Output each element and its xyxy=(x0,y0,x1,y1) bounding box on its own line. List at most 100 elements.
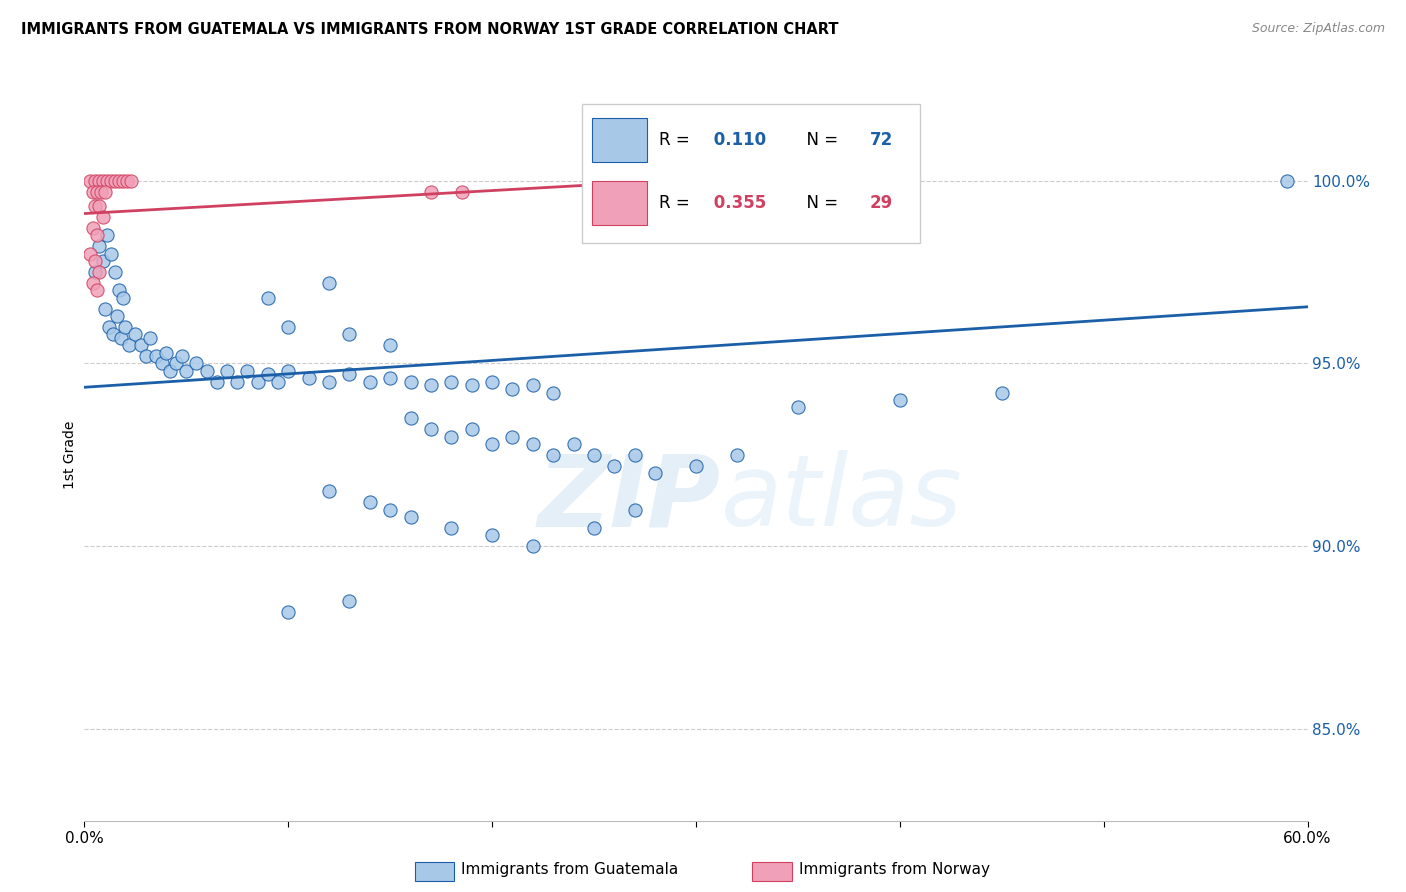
Point xyxy=(86,228,108,243)
Text: ZIP: ZIP xyxy=(537,450,720,548)
Point xyxy=(450,185,472,199)
Text: 72: 72 xyxy=(870,131,893,149)
Point xyxy=(83,174,105,188)
Point xyxy=(440,375,463,389)
Point xyxy=(83,254,105,268)
Y-axis label: 1st Grade: 1st Grade xyxy=(63,421,77,489)
Point xyxy=(145,349,167,363)
Point xyxy=(543,385,565,400)
Point xyxy=(644,467,666,481)
Point xyxy=(112,291,135,305)
FancyBboxPatch shape xyxy=(592,180,647,225)
Point xyxy=(86,185,108,199)
Text: Immigrants from Guatemala: Immigrants from Guatemala xyxy=(461,863,679,877)
Point xyxy=(991,385,1014,400)
Point xyxy=(79,174,101,188)
Point xyxy=(159,364,181,378)
Point xyxy=(359,375,381,389)
Point xyxy=(82,276,104,290)
Point xyxy=(82,221,104,235)
Point xyxy=(155,345,177,359)
Point xyxy=(399,411,422,425)
Point xyxy=(100,247,122,261)
Point xyxy=(277,364,299,378)
Point xyxy=(685,458,707,473)
Point xyxy=(481,528,503,542)
Point xyxy=(582,521,605,535)
Point xyxy=(93,301,115,316)
Text: 0.355: 0.355 xyxy=(709,194,766,211)
Point xyxy=(93,185,115,199)
Text: R =: R = xyxy=(659,194,696,211)
Point xyxy=(380,502,402,516)
Point xyxy=(1275,174,1298,188)
Point xyxy=(318,375,340,389)
Text: N =: N = xyxy=(796,194,844,211)
Point xyxy=(298,371,321,385)
Point xyxy=(603,458,626,473)
Point xyxy=(195,364,218,378)
Point xyxy=(543,448,565,462)
Point xyxy=(440,430,463,444)
Point xyxy=(624,448,647,462)
Point xyxy=(100,174,122,188)
Point xyxy=(205,375,228,389)
Text: atlas: atlas xyxy=(720,450,962,548)
Point xyxy=(440,521,463,535)
Text: R =: R = xyxy=(659,131,696,149)
Point xyxy=(87,174,110,188)
Point xyxy=(380,338,402,352)
Point xyxy=(108,284,131,298)
Point xyxy=(501,382,523,396)
Point xyxy=(246,375,269,389)
Point xyxy=(339,327,360,342)
Point xyxy=(277,320,299,334)
Point xyxy=(339,368,360,382)
Point xyxy=(90,185,112,199)
Point xyxy=(339,594,360,608)
Point xyxy=(562,437,585,451)
Point xyxy=(79,247,101,261)
Point xyxy=(399,510,422,524)
Point xyxy=(461,422,484,436)
Point xyxy=(104,265,127,279)
Point xyxy=(481,437,503,451)
Point xyxy=(172,349,194,363)
Point xyxy=(83,199,105,213)
Point xyxy=(704,174,728,188)
Point xyxy=(461,378,484,392)
Point xyxy=(318,484,340,499)
Text: N =: N = xyxy=(796,131,844,149)
Point xyxy=(120,174,142,188)
Point xyxy=(86,284,108,298)
Point xyxy=(115,174,138,188)
Point xyxy=(226,375,249,389)
Point xyxy=(624,502,647,516)
Point xyxy=(138,331,160,345)
Text: Immigrants from Norway: Immigrants from Norway xyxy=(799,863,990,877)
Point xyxy=(112,174,135,188)
Point xyxy=(105,309,128,323)
Point xyxy=(108,174,131,188)
Point xyxy=(217,364,239,378)
Point xyxy=(87,199,110,213)
Point xyxy=(267,375,290,389)
Point xyxy=(399,375,422,389)
Point xyxy=(97,320,120,334)
Point xyxy=(257,368,280,382)
Point xyxy=(118,338,141,352)
Point xyxy=(165,357,187,371)
Point xyxy=(420,378,443,392)
Point xyxy=(420,422,443,436)
Point xyxy=(725,448,748,462)
Point xyxy=(96,228,118,243)
Point xyxy=(101,327,124,342)
Point xyxy=(150,357,173,371)
Point xyxy=(83,265,105,279)
Point xyxy=(359,495,381,509)
Point xyxy=(787,401,810,415)
FancyBboxPatch shape xyxy=(592,119,647,162)
Point xyxy=(889,393,911,408)
Point xyxy=(114,320,136,334)
FancyBboxPatch shape xyxy=(582,103,920,243)
